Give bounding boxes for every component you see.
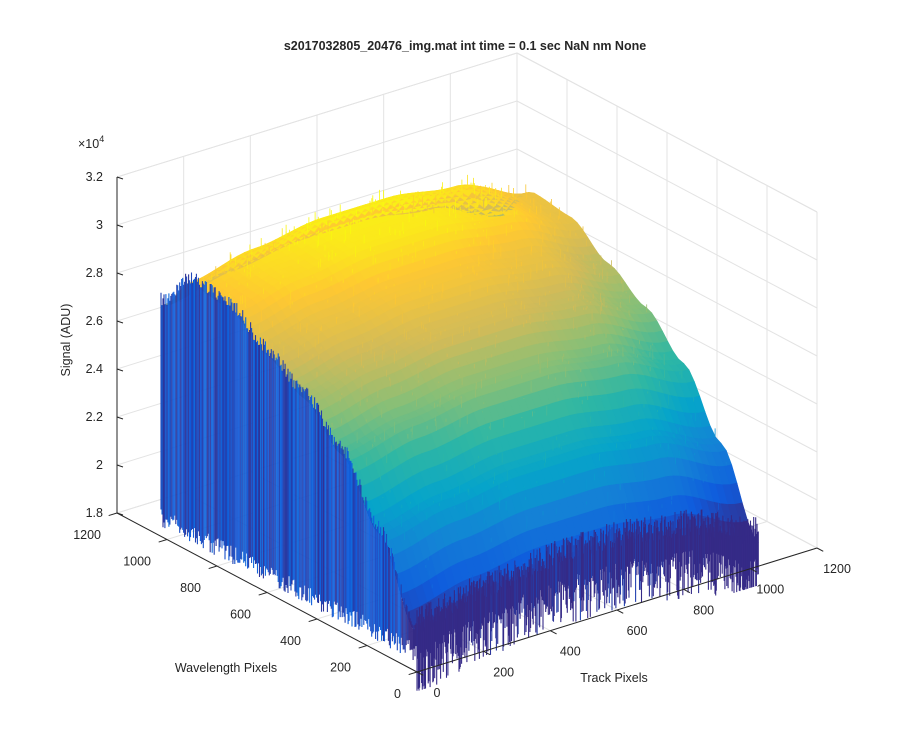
y-tick-label: 200 — [330, 661, 351, 675]
y-tick-label: 600 — [230, 608, 251, 622]
z-tick-label: 2.2 — [86, 410, 103, 424]
y-tick-label: 1200 — [73, 528, 101, 542]
z-tick-mark — [116, 176, 124, 180]
x-axis-label: Track Pixels — [580, 671, 648, 685]
z-tick-label: 3.2 — [86, 170, 103, 184]
x-tick-label: 200 — [493, 665, 514, 679]
x-tick-mark — [750, 568, 757, 573]
y-tick-label: 0 — [394, 687, 401, 701]
y-tick-mark — [158, 539, 168, 543]
x-tick-label: 800 — [693, 603, 714, 617]
z-tick-label: 2.4 — [86, 362, 103, 376]
z-tick-label: 1.8 — [86, 506, 103, 520]
x-tick-mark — [616, 609, 624, 614]
y-tick-label: 400 — [280, 634, 301, 648]
x-tick-label: 1200 — [823, 562, 851, 576]
z-tick-label: 2.6 — [86, 314, 103, 328]
z-tick-mark — [116, 464, 124, 468]
x-tick-label: 1000 — [756, 583, 784, 597]
x-tick-label: 400 — [560, 645, 581, 659]
z-tick-label: 2.8 — [86, 266, 103, 280]
z-tick-mark — [116, 224, 124, 228]
x-tick-mark — [683, 588, 691, 594]
x-tick-mark — [816, 547, 824, 552]
z-tick-label: 2 — [96, 458, 103, 472]
axis-lines — [108, 176, 824, 676]
chart-title: s2017032805_20476_img.mat int time = 0.1… — [284, 39, 646, 53]
y-tick-mark — [108, 512, 118, 517]
y-tick-mark — [208, 565, 218, 570]
z-grid-back-x — [516, 100, 818, 261]
y-tick-mark — [308, 618, 318, 623]
x-tick-mark — [550, 630, 557, 635]
z-tick-mark — [116, 512, 124, 516]
y-tick-label: 1000 — [123, 555, 151, 569]
z-exponent-label: ×104 — [78, 134, 104, 151]
y-tick-mark — [408, 671, 418, 676]
surface-plot — [160, 174, 759, 691]
x-tick-mark — [416, 671, 424, 676]
z-tick-mark — [116, 320, 124, 324]
y-tick-mark — [258, 592, 268, 596]
box-edge — [116, 52, 518, 178]
z-tick-mark — [116, 368, 124, 372]
z-tick-mark — [116, 272, 124, 276]
x-tick-mark — [483, 650, 491, 656]
z-tick-mark — [116, 416, 124, 420]
y-tick-label: 800 — [180, 581, 201, 595]
x-tick-label: 0 — [434, 686, 441, 700]
y-axis-label: Wavelength Pixels — [175, 661, 277, 675]
z-grid-back-y — [116, 100, 518, 226]
z-axis-label: Signal (ADU) — [59, 304, 73, 377]
box-edge — [516, 52, 818, 213]
z-tick-label: 3 — [96, 218, 103, 232]
tick-labels: 0 200 400 600 800 1000 1200 0 200 400 600 800 1000 12… — [73, 170, 851, 701]
z-grid-back-x — [516, 148, 818, 309]
z-grid-back-y — [116, 148, 518, 274]
y-tick-mark — [358, 645, 368, 649]
x-tick-label: 600 — [627, 624, 648, 638]
